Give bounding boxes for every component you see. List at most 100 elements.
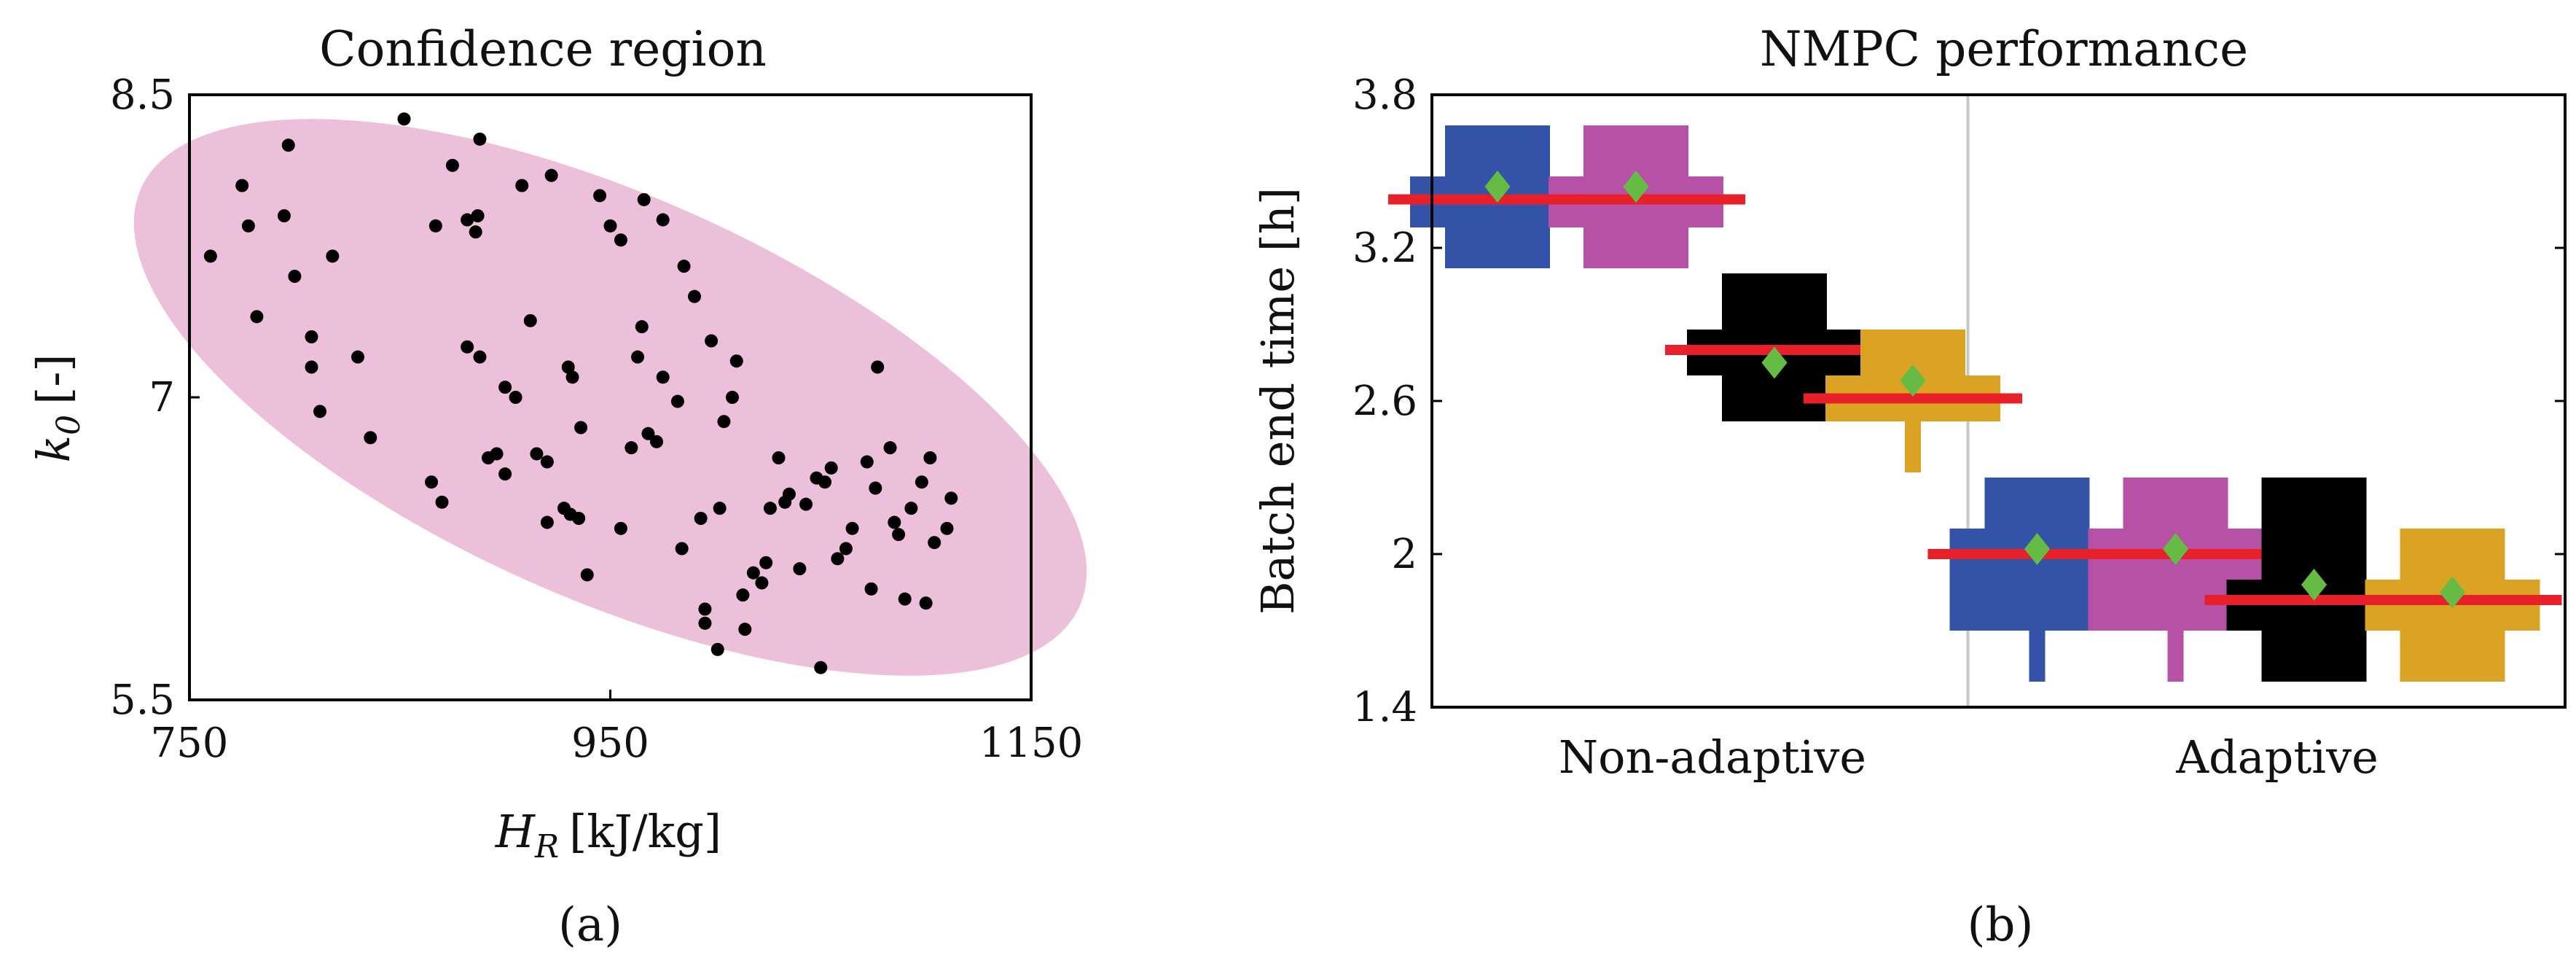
scatter-point-18 bbox=[461, 340, 474, 354]
scatter-point-51 bbox=[650, 435, 664, 448]
scatter-point-96 bbox=[923, 451, 937, 464]
box-3-mean bbox=[1761, 346, 1788, 379]
scatter-point-20 bbox=[469, 225, 482, 239]
panel-a-caption: (a) bbox=[558, 898, 622, 952]
scatter-point-36 bbox=[561, 360, 575, 374]
scatter-point-90 bbox=[888, 515, 901, 529]
scatter-point-29 bbox=[515, 179, 529, 192]
scatter-point-71 bbox=[759, 556, 773, 569]
scatter-point-32 bbox=[540, 515, 554, 529]
scatter-point-82 bbox=[831, 552, 845, 566]
scatter-point-38 bbox=[565, 370, 579, 384]
ylabel-unit: [-] bbox=[27, 354, 80, 405]
scatter-point-5 bbox=[277, 209, 291, 222]
xlabel-main: H bbox=[495, 805, 536, 858]
scatter-point-13 bbox=[397, 112, 411, 126]
group-label-adaptive: Adaptive bbox=[2175, 730, 2379, 784]
x-tick-label-750: 750 bbox=[151, 720, 229, 767]
scatter-point-63 bbox=[713, 502, 727, 515]
panel-b-ticks: 1.4 2 2.6 3.2 3.8 bbox=[1352, 71, 2565, 731]
scatter-point-80 bbox=[818, 475, 832, 489]
scatter-point-75 bbox=[782, 487, 796, 501]
scatter-point-27 bbox=[498, 381, 512, 394]
scatter-point-87 bbox=[869, 481, 882, 495]
scatter-point-42 bbox=[593, 189, 607, 203]
panel-a-ticks: 750 950 1150 5.5 7 8.5 bbox=[110, 71, 1083, 767]
svg-text:k0[-]: k0 [-] bbox=[27, 354, 87, 463]
ylabel-sub: 0 bbox=[50, 415, 87, 435]
panel-b-title: NMPC performance bbox=[1760, 21, 2248, 77]
scatter-point-3 bbox=[250, 310, 264, 324]
panel-a-plot-area bbox=[133, 112, 1087, 676]
scatter-point-25 bbox=[490, 447, 504, 461]
scatter-point-95 bbox=[919, 596, 933, 610]
scatter-point-44 bbox=[614, 521, 627, 535]
scatter-point-67 bbox=[736, 588, 750, 602]
y-tick-label-7: 7 bbox=[149, 374, 175, 421]
scatter-point-8 bbox=[305, 360, 318, 374]
scatter-point-30 bbox=[523, 313, 537, 327]
b-y-tick-label-3.2: 3.2 bbox=[1352, 225, 1417, 272]
scatter-point-97 bbox=[928, 536, 941, 550]
scatter-point-14 bbox=[425, 475, 439, 489]
scatter-point-84 bbox=[845, 521, 859, 535]
scatter-point-70 bbox=[755, 576, 769, 590]
box-5-mean bbox=[2024, 533, 2051, 565]
panel-b-plot-area bbox=[1388, 95, 2562, 707]
scatter-point-11 bbox=[351, 350, 364, 364]
scatter-point-31 bbox=[530, 447, 544, 461]
scatter-point-81 bbox=[824, 461, 838, 475]
scatter-point-34 bbox=[544, 168, 558, 182]
scatter-point-46 bbox=[625, 441, 638, 455]
scatter-point-2 bbox=[241, 219, 255, 233]
scatter-point-6 bbox=[288, 270, 302, 283]
scatter-point-49 bbox=[637, 192, 651, 206]
x-tick-label-950: 950 bbox=[571, 720, 649, 767]
scatter-point-59 bbox=[698, 616, 712, 630]
scatter-point-65 bbox=[725, 391, 739, 404]
scatter-point-98 bbox=[940, 521, 954, 535]
xlabel-sub: R bbox=[534, 828, 559, 865]
scatter-point-16 bbox=[428, 219, 442, 233]
panel-b-nmpc-performance: NMPC performance 1.4 2 2.6 3.2 3.8 Batch end… bbox=[1251, 21, 2567, 952]
scatter-point-43 bbox=[603, 219, 617, 233]
b-y-tick-label-2.6: 2.6 bbox=[1352, 378, 1417, 425]
scatter-point-39 bbox=[572, 512, 586, 525]
scatter-point-83 bbox=[839, 542, 853, 556]
scatter-point-92 bbox=[898, 592, 912, 606]
box-4-mean bbox=[1900, 365, 1926, 397]
confidence-region-ellipse bbox=[133, 119, 1087, 676]
scatter-point-50 bbox=[641, 426, 655, 440]
scatter-point-86 bbox=[864, 582, 878, 596]
scatter-point-79 bbox=[814, 661, 828, 674]
scatter-point-1 bbox=[235, 179, 249, 192]
panel-b-y-axis-label: Batch end time [h] bbox=[1251, 187, 1304, 615]
panel-a-y-axis-label: k0 [-] bbox=[27, 354, 87, 463]
box-7-mean bbox=[2301, 569, 2328, 601]
scatter-point-60 bbox=[698, 602, 712, 616]
scatter-point-10 bbox=[326, 249, 340, 263]
scatter-point-33 bbox=[540, 455, 554, 469]
box-4-median bbox=[1804, 393, 2022, 404]
panel-a-x-axis-label: HR [kJ/kg] bbox=[495, 805, 721, 865]
scatter-point-64 bbox=[717, 415, 731, 429]
scatter-point-48 bbox=[635, 320, 649, 334]
scatter-point-19 bbox=[461, 213, 474, 227]
ylabel-main: k bbox=[27, 435, 80, 463]
group-label-non-adaptive: Non-adaptive bbox=[1559, 730, 1866, 784]
panel-a-title: Confidence region bbox=[319, 21, 767, 77]
box-2 bbox=[1527, 125, 1745, 268]
box-8-mean bbox=[2439, 576, 2466, 609]
scatter-point-52 bbox=[656, 370, 670, 384]
scatter-point-9 bbox=[313, 405, 327, 418]
scatter-point-47 bbox=[631, 350, 645, 364]
b-y-tick-label-2: 2 bbox=[1391, 531, 1417, 578]
scatter-point-77 bbox=[799, 497, 813, 511]
scatter-point-17 bbox=[445, 158, 459, 172]
scatter-point-68 bbox=[738, 623, 752, 636]
scatter-point-57 bbox=[688, 289, 701, 303]
scatter-point-91 bbox=[892, 528, 906, 542]
scatter-point-28 bbox=[509, 391, 522, 404]
scatter-point-22 bbox=[473, 350, 487, 364]
y-tick-label-8.5: 8.5 bbox=[110, 71, 175, 119]
